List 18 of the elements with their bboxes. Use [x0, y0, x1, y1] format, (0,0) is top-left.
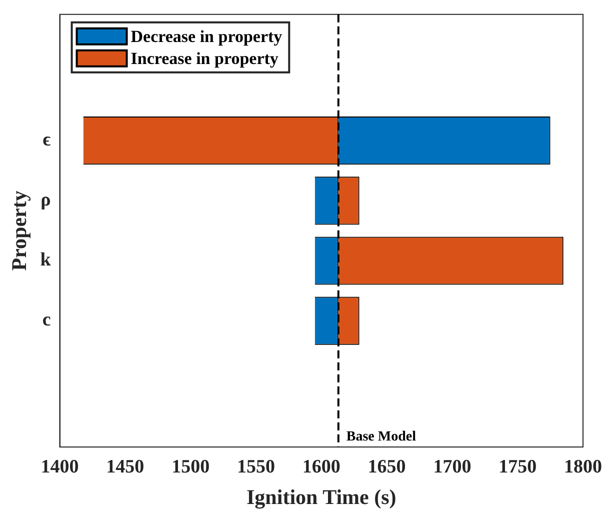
x-tick-label: 1750	[498, 456, 537, 478]
legend-label: Increase in property	[130, 48, 279, 68]
x-tick-label: 1650	[368, 456, 406, 478]
legend-label: Decrease in property	[130, 26, 283, 46]
x-tick-label: 1600	[302, 456, 340, 478]
x-tick-label: 1700	[433, 456, 472, 478]
y-tick-label: ϵ	[42, 129, 51, 150]
x-tick-label: 1450	[106, 456, 144, 478]
x-tick-label: 1800	[564, 456, 602, 478]
x-axis-title: Ignition Time (s)	[246, 484, 396, 509]
y-axis-title: Property	[7, 190, 32, 271]
x-tick-label: 1400	[40, 456, 79, 478]
x-tick-label: 1550	[236, 456, 275, 478]
y-tick-label: ρ	[40, 190, 51, 211]
ref-line-label: Base Model	[346, 430, 416, 445]
x-tick-label: 1500	[172, 456, 210, 478]
y-tick-label: c	[42, 310, 51, 331]
y-tick-label: k	[40, 250, 52, 271]
